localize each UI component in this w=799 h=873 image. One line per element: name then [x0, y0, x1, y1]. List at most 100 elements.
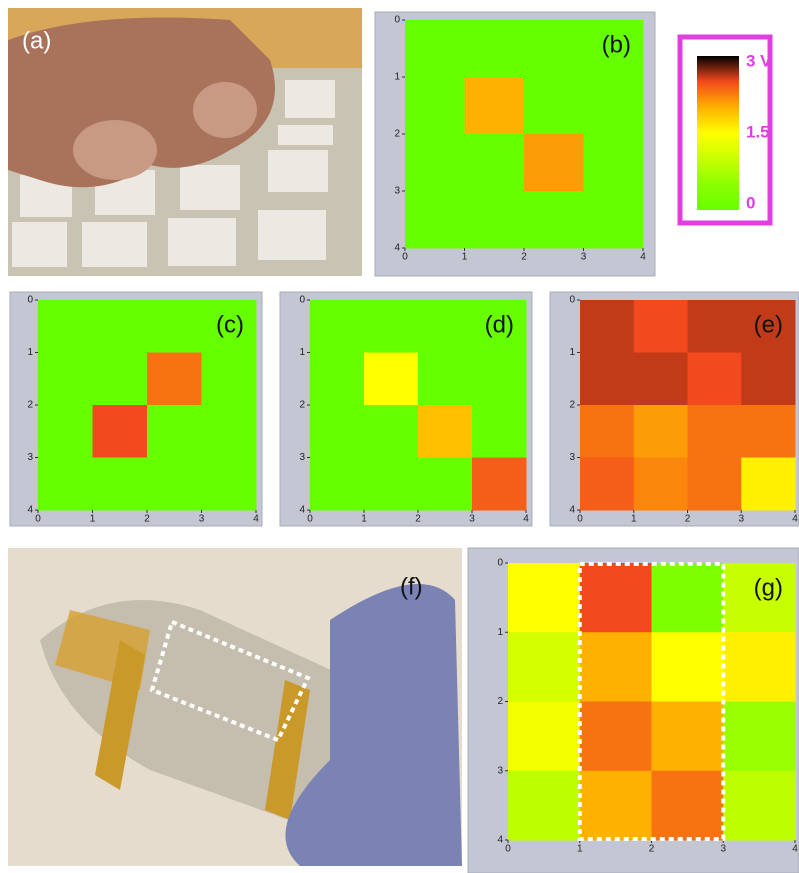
y-tick-label: 0 [497, 558, 503, 569]
panel-label: (f) [400, 573, 423, 600]
y-tick-label: 2 [497, 696, 503, 707]
y-tick-label: 2 [569, 400, 575, 411]
heatmap-cell [687, 352, 742, 406]
heatmap-cell [723, 770, 796, 841]
heatmap-cell [464, 77, 525, 135]
x-tick-label: 1 [90, 514, 96, 525]
x-tick-label: 2 [521, 252, 527, 263]
heatmap-cell [524, 191, 584, 249]
y-tick-label: 1 [27, 347, 33, 358]
heatmap-cell [741, 300, 796, 353]
heatmap-cell [651, 563, 724, 633]
heatmap-cell [418, 352, 473, 406]
heatmap-cell [418, 300, 473, 353]
heatmap-cell [723, 632, 796, 702]
x-tick-label: 3 [581, 252, 587, 263]
x-tick-label: 0 [402, 252, 408, 263]
heatmap-cell [579, 770, 652, 841]
heatmap-cell [38, 352, 93, 406]
x-tick-label: 4 [523, 514, 529, 525]
heatmap-cell [405, 191, 465, 249]
y-tick-label: 4 [299, 505, 305, 516]
y-tick-label: 2 [27, 400, 33, 411]
panel-label: (d) [485, 311, 514, 338]
x-tick-label: 1 [462, 252, 468, 263]
highlight-box [577, 562, 726, 841]
x-tick-label: 4 [792, 844, 798, 855]
heatmap-cell [364, 405, 419, 458]
y-tick-label: 3 [497, 765, 503, 776]
heatmap-cell [38, 300, 93, 353]
y-tick-label: 3 [569, 452, 575, 463]
heatmap-cell [464, 20, 525, 78]
colorbar-tick-label: 0 [746, 193, 755, 212]
heatmap-cell [741, 405, 796, 458]
heatmap-cell [472, 405, 527, 458]
x-tick-label: 0 [35, 514, 41, 525]
heatmap-cell [633, 300, 688, 353]
colorbar: 3 V 1.5 0 [677, 34, 773, 226]
y-tick-label: 3 [27, 452, 33, 463]
y-tick-label: 0 [299, 295, 305, 306]
heatmap-cell [651, 770, 724, 841]
heatmap-cell [508, 632, 581, 702]
heatmap-cell [741, 457, 796, 511]
y-tick-label: 4 [27, 505, 33, 516]
heatmap-cell [651, 632, 724, 702]
heatmap-cell [579, 563, 652, 633]
heatmap-cell [583, 191, 644, 249]
heatmap-cell [364, 352, 419, 406]
heatmap-cell [464, 191, 525, 249]
y-tick-label: 0 [394, 15, 400, 26]
panel-label: (b) [602, 31, 631, 58]
panel-label: (a) [22, 27, 51, 54]
photo-f: (f) [8, 548, 462, 866]
heatmap-cell [147, 300, 202, 353]
heatmap-cell [579, 701, 652, 772]
y-tick-label: 4 [394, 243, 400, 254]
heatmap-cell [580, 405, 635, 458]
y-tick-label: 4 [497, 835, 503, 846]
heatmap-cell [147, 405, 202, 458]
heatmap-cell [405, 134, 465, 192]
heatmap-cell [633, 405, 688, 458]
x-tick-label: 3 [738, 514, 744, 525]
heatmap-cell [38, 457, 93, 511]
x-tick-label: 0 [505, 844, 511, 855]
heatmap-cell [723, 563, 796, 633]
heatmap-cell [147, 457, 202, 511]
heatmap-cell [583, 134, 644, 192]
heatmap-cell [364, 457, 419, 511]
heatmap-cell [92, 405, 148, 458]
y-tick-label: 4 [569, 505, 575, 516]
x-tick-label: 3 [469, 514, 475, 525]
heatmap-cell [583, 20, 644, 78]
heatmap-cell [651, 701, 724, 772]
x-tick-label: 4 [253, 514, 259, 525]
heatmap-cell [687, 405, 742, 458]
x-tick-label: 2 [415, 514, 421, 525]
colorbar-gradient [697, 56, 739, 210]
heatmap-cell [583, 77, 644, 135]
y-tick-label: 2 [299, 400, 305, 411]
colorbar-tick-label: 3 V [746, 51, 772, 70]
heatmap-cell [418, 405, 473, 458]
heatmap-cell [472, 352, 527, 406]
heatmap-cell [364, 300, 419, 353]
panel-label: (e) [754, 311, 783, 338]
y-tick-label: 0 [569, 295, 575, 306]
y-tick-label: 1 [394, 72, 400, 83]
heatmap-cell [580, 352, 635, 406]
heatmap-cell [405, 20, 465, 78]
heatmap-cell [508, 563, 581, 633]
heatmap-cell [464, 134, 525, 192]
heatmap-cell [508, 701, 581, 772]
x-tick-label: 2 [649, 844, 655, 855]
heatmap-cell [310, 457, 365, 511]
heatmap-cell [310, 405, 365, 458]
heatmap-cell [633, 457, 688, 511]
x-tick-label: 2 [144, 514, 150, 525]
heatmap-cell [418, 457, 473, 511]
x-tick-label: 0 [577, 514, 583, 525]
y-tick-label: 1 [299, 347, 305, 358]
